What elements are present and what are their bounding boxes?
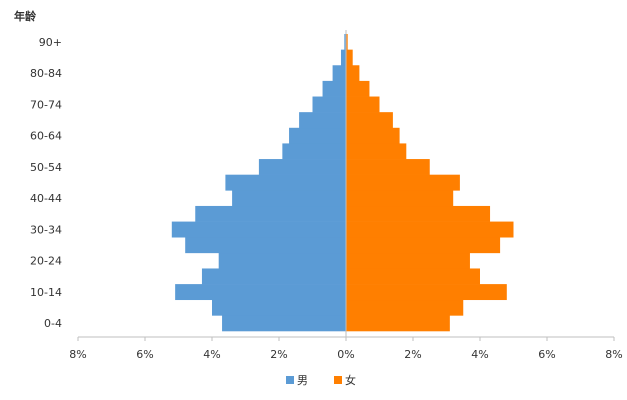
bar-male-35-39 bbox=[195, 205, 346, 222]
x-tick-label: 4% bbox=[471, 348, 488, 361]
bar-female-10-14 bbox=[346, 284, 507, 301]
bar-female-80-84 bbox=[346, 65, 360, 82]
bar-male-10-14 bbox=[175, 284, 346, 301]
bar-male-50-54 bbox=[258, 159, 346, 175]
y-tick-label: 90+ bbox=[39, 36, 62, 49]
y-tick-label: 50-54 bbox=[30, 161, 62, 174]
legend-label: 女 bbox=[345, 373, 356, 387]
legend-swatch bbox=[334, 376, 342, 384]
bar-female-30-34 bbox=[346, 221, 514, 238]
x-tick-label: 6% bbox=[136, 348, 153, 361]
x-tick-label: 0% bbox=[337, 348, 354, 361]
bar-male-5-9 bbox=[212, 299, 346, 316]
bar-male-20-24 bbox=[218, 252, 346, 269]
bar-female-15-19 bbox=[346, 268, 480, 285]
y-tick-label: 30-34 bbox=[30, 223, 62, 236]
bar-female-75-79 bbox=[346, 80, 370, 97]
axes-layer bbox=[77, 30, 615, 341]
legend-swatch bbox=[286, 376, 294, 384]
bar-female-90+ bbox=[346, 34, 348, 50]
x-tick-label: 8% bbox=[69, 348, 86, 361]
bar-female-65-69 bbox=[346, 112, 393, 129]
y-tick-label: 10-14 bbox=[30, 286, 62, 299]
bar-male-90+ bbox=[344, 34, 346, 50]
bar-female-5-9 bbox=[346, 299, 464, 316]
bar-male-30-34 bbox=[171, 221, 346, 238]
bars-layer bbox=[171, 34, 514, 332]
bar-male-80-84 bbox=[332, 65, 346, 82]
y-tick-label: 80-84 bbox=[30, 67, 62, 80]
x-tick-label: 8% bbox=[605, 348, 622, 361]
bar-female-20-24 bbox=[346, 252, 470, 269]
y-tick-label: 60-64 bbox=[30, 130, 62, 143]
bar-female-85-89 bbox=[346, 49, 353, 66]
bar-male-25-29 bbox=[185, 237, 346, 254]
bar-male-60-64 bbox=[289, 127, 346, 144]
bar-male-40-44 bbox=[232, 190, 346, 207]
x-ticks-layer: 8% 6% 4% 2% 0% 2% 4% 6% 8% bbox=[69, 348, 622, 361]
bar-male-15-19 bbox=[201, 268, 346, 285]
y-tick-label: 20-24 bbox=[30, 255, 62, 268]
bar-male-45-49 bbox=[225, 174, 346, 191]
bar-male-85-89 bbox=[340, 49, 346, 66]
y-tick-label: 70-74 bbox=[30, 98, 62, 111]
x-tick-label: 4% bbox=[203, 348, 220, 361]
bar-female-45-49 bbox=[346, 174, 460, 191]
x-tick-label: 2% bbox=[270, 348, 287, 361]
bar-male-75-79 bbox=[322, 80, 346, 97]
x-tick-label: 2% bbox=[404, 348, 421, 361]
y-axis-label: 年龄 bbox=[14, 9, 37, 23]
bar-male-55-59 bbox=[282, 143, 346, 160]
bar-male-65-69 bbox=[299, 112, 346, 129]
bar-female-0-4 bbox=[346, 315, 450, 332]
bar-female-70-74 bbox=[346, 96, 380, 113]
y-tick-label: 0-4 bbox=[44, 317, 62, 330]
y-ticks-layer: 0-4 10-14 20-24 30-34 40-44 50-54 60-64 70-74 80… bbox=[30, 36, 62, 330]
x-tick-label: 6% bbox=[538, 348, 555, 361]
y-tick-label: 40-44 bbox=[30, 192, 62, 205]
bar-female-25-29 bbox=[346, 237, 501, 254]
legend: 男女 bbox=[286, 373, 356, 387]
bar-female-40-44 bbox=[346, 190, 454, 207]
bar-male-0-4 bbox=[222, 315, 346, 332]
bar-female-50-54 bbox=[346, 159, 430, 175]
bar-female-60-64 bbox=[346, 127, 400, 144]
bar-female-35-39 bbox=[346, 205, 491, 222]
legend-label: 男 bbox=[297, 374, 308, 387]
bar-male-70-74 bbox=[312, 96, 346, 113]
bar-female-55-59 bbox=[346, 143, 407, 160]
